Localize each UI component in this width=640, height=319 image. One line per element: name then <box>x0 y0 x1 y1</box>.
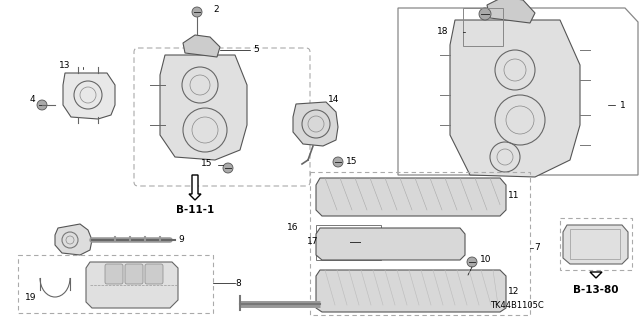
Text: 9: 9 <box>178 235 184 244</box>
Text: 10: 10 <box>480 256 492 264</box>
Polygon shape <box>55 224 92 255</box>
Text: 15: 15 <box>200 159 212 167</box>
Text: 4: 4 <box>30 95 36 105</box>
Circle shape <box>223 163 233 173</box>
Circle shape <box>479 8 491 20</box>
Text: 18: 18 <box>437 27 449 36</box>
Text: 11: 11 <box>508 190 520 199</box>
Text: 7: 7 <box>534 243 540 253</box>
Polygon shape <box>316 270 506 312</box>
Text: 19: 19 <box>25 293 36 302</box>
Polygon shape <box>590 272 602 278</box>
Polygon shape <box>160 55 247 160</box>
Text: 13: 13 <box>60 61 71 70</box>
Text: 2: 2 <box>213 5 219 14</box>
Text: 15: 15 <box>346 158 358 167</box>
Circle shape <box>37 100 47 110</box>
Circle shape <box>192 7 202 17</box>
Text: B-13-80: B-13-80 <box>573 285 619 295</box>
FancyBboxPatch shape <box>105 264 123 284</box>
Polygon shape <box>86 262 178 308</box>
Polygon shape <box>189 175 201 200</box>
Text: B-11-1: B-11-1 <box>176 205 214 215</box>
Polygon shape <box>450 20 580 177</box>
Polygon shape <box>316 178 506 216</box>
Polygon shape <box>183 35 220 57</box>
Circle shape <box>333 157 343 167</box>
Polygon shape <box>487 0 535 23</box>
FancyBboxPatch shape <box>145 264 163 284</box>
Text: 17: 17 <box>307 238 318 247</box>
Text: 1: 1 <box>620 100 626 109</box>
Text: 16: 16 <box>287 224 298 233</box>
Polygon shape <box>293 102 338 146</box>
Text: 5: 5 <box>253 46 259 55</box>
Polygon shape <box>563 225 628 264</box>
Polygon shape <box>316 228 465 260</box>
Text: 12: 12 <box>508 287 520 296</box>
Circle shape <box>347 234 363 250</box>
Text: TK44B1105C: TK44B1105C <box>490 301 544 310</box>
Polygon shape <box>63 73 115 119</box>
FancyBboxPatch shape <box>125 264 143 284</box>
Text: 14: 14 <box>328 95 339 105</box>
Circle shape <box>467 257 477 267</box>
Text: 8: 8 <box>235 278 241 287</box>
